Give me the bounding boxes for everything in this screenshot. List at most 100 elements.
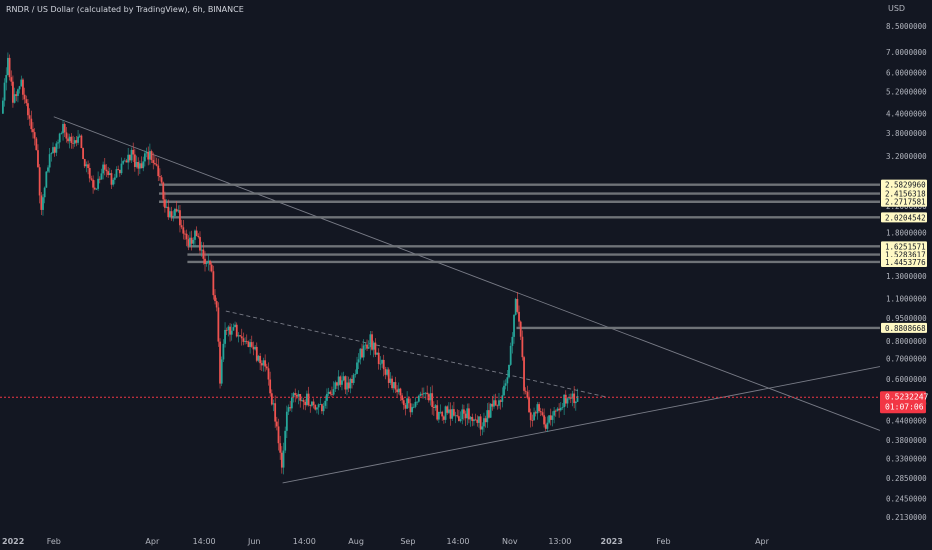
candle-body xyxy=(272,403,275,405)
candle-body xyxy=(282,450,285,468)
candle-body xyxy=(82,148,84,160)
candle xyxy=(280,446,283,474)
candle xyxy=(431,385,434,415)
candle-body xyxy=(230,330,233,335)
candle-body xyxy=(17,89,19,96)
candle xyxy=(332,381,335,396)
candle xyxy=(309,404,312,413)
candle xyxy=(322,402,325,416)
candle-body xyxy=(374,342,377,355)
candle xyxy=(314,404,317,411)
candle-body xyxy=(197,235,200,238)
candle-body xyxy=(295,394,298,397)
candle-body xyxy=(152,160,155,164)
candle xyxy=(379,356,382,371)
candle-body xyxy=(449,409,452,419)
candle-body xyxy=(8,57,11,78)
candle-body xyxy=(434,405,437,408)
candle xyxy=(155,157,158,167)
candle xyxy=(341,372,343,391)
candle-body xyxy=(419,393,422,396)
candle-body xyxy=(262,360,265,366)
level-label-4: 2.0204542 xyxy=(881,212,927,223)
candle xyxy=(220,356,223,387)
level-label-bg xyxy=(881,212,927,223)
candle xyxy=(118,169,121,177)
candle-body xyxy=(389,378,392,383)
candle-body xyxy=(321,404,323,412)
candle xyxy=(82,147,84,160)
candle xyxy=(103,157,106,176)
y-tick-label: 7.0000000 xyxy=(886,48,927,57)
candle xyxy=(5,67,8,91)
candle-body xyxy=(297,394,300,397)
candle-body xyxy=(574,401,577,404)
candle xyxy=(289,400,292,411)
candle-body xyxy=(484,418,487,423)
candle-body xyxy=(501,395,504,402)
candle xyxy=(489,403,492,418)
candle xyxy=(98,176,101,184)
trend-line-ascending-support[interactable] xyxy=(282,366,881,484)
candle-body xyxy=(576,395,579,402)
candle xyxy=(566,397,569,408)
candle xyxy=(409,398,412,418)
candle xyxy=(394,376,397,394)
candle-body xyxy=(202,249,205,259)
candle-body xyxy=(235,324,238,337)
candle xyxy=(316,407,318,414)
candle xyxy=(262,357,265,372)
candle xyxy=(284,426,287,454)
candle xyxy=(382,354,385,377)
candle xyxy=(571,390,574,407)
candle xyxy=(468,403,470,424)
candle-body xyxy=(459,419,462,422)
candle-body xyxy=(67,138,69,142)
candle-body xyxy=(526,391,529,398)
candle xyxy=(135,155,138,169)
candle xyxy=(336,381,338,389)
candle xyxy=(180,219,183,230)
candle xyxy=(474,413,477,421)
candle-body xyxy=(142,161,145,169)
candle xyxy=(137,157,140,176)
candle-body xyxy=(559,407,562,411)
candle xyxy=(337,370,340,391)
candle xyxy=(55,141,58,157)
candle xyxy=(514,297,517,316)
currency-label: USD xyxy=(888,4,905,13)
candle xyxy=(192,237,195,248)
candle-body xyxy=(97,178,100,189)
trend-line-descending-resistance[interactable] xyxy=(225,310,609,398)
candle xyxy=(150,149,153,163)
candle xyxy=(506,370,509,391)
candle-body xyxy=(43,187,46,198)
candle xyxy=(458,410,460,422)
candle-body xyxy=(284,430,287,451)
candle-body xyxy=(122,161,125,164)
candle-body xyxy=(5,75,8,83)
candle-body xyxy=(200,249,203,251)
candle xyxy=(42,194,44,216)
candle-body xyxy=(195,230,198,236)
candle xyxy=(100,168,103,180)
x-tick-label: Sep xyxy=(400,537,415,546)
candle xyxy=(58,132,61,149)
candle-body xyxy=(391,378,393,389)
candle-body xyxy=(458,416,460,422)
time-axis[interactable]: 2022 Feb Apr 14:00 Jun 14:00 Aug Sep 14:00 Nov 13:… xyxy=(2,537,770,546)
candle xyxy=(426,385,429,400)
candle xyxy=(179,204,181,233)
candle xyxy=(159,168,161,181)
candle-body xyxy=(117,169,120,170)
y-tick-label: 0.7000000 xyxy=(886,355,927,364)
candle-body xyxy=(461,409,464,420)
candle-body xyxy=(194,230,196,240)
candle-body xyxy=(160,177,163,183)
candle xyxy=(57,139,59,149)
candle-body xyxy=(45,171,48,188)
candle-body xyxy=(382,359,385,370)
trend-line-upper-downtrend[interactable] xyxy=(53,116,881,431)
candle xyxy=(23,87,26,104)
